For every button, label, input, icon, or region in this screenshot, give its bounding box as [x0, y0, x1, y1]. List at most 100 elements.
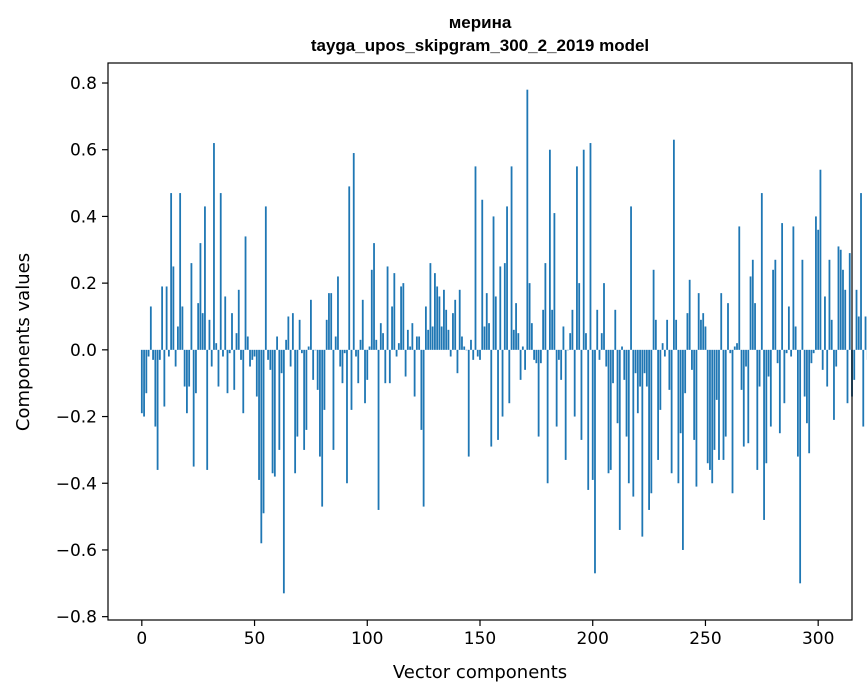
bar [328, 293, 330, 350]
bar [497, 349, 499, 440]
bar [470, 339, 472, 350]
bar [654, 319, 657, 350]
bar [321, 349, 324, 507]
bar [623, 349, 626, 380]
bar [594, 349, 596, 574]
bar [688, 279, 691, 350]
bar [267, 349, 269, 360]
bar [456, 349, 459, 374]
bar [440, 326, 443, 350]
bar [803, 349, 806, 397]
bar [760, 193, 763, 350]
bar [244, 236, 247, 350]
bar [282, 349, 285, 594]
bar [213, 143, 215, 350]
bar [571, 309, 574, 350]
bar [143, 349, 145, 417]
bar [846, 349, 849, 404]
bar [580, 349, 583, 440]
bar [325, 319, 328, 350]
bar [251, 349, 254, 360]
bar [745, 349, 747, 367]
bar [199, 243, 202, 350]
bar [794, 326, 797, 350]
bar [443, 289, 445, 350]
bar [515, 303, 517, 350]
bar [418, 336, 421, 350]
bar [253, 349, 256, 357]
bar [650, 349, 653, 494]
bar [240, 349, 242, 360]
bar [756, 349, 759, 470]
y-tick-label: 0.4 [70, 207, 97, 227]
bar [170, 193, 173, 350]
bar [709, 349, 711, 470]
bar [722, 349, 725, 460]
bar [763, 349, 765, 520]
bar [179, 193, 182, 350]
bar [208, 319, 211, 350]
bar [427, 329, 430, 350]
bar [231, 313, 233, 350]
bar [260, 349, 263, 544]
bar [273, 349, 276, 477]
bar [424, 306, 427, 350]
bar [612, 349, 614, 384]
bar [686, 313, 689, 350]
bar [790, 349, 793, 357]
bar [481, 199, 484, 350]
bar [382, 333, 384, 350]
bar [738, 226, 741, 350]
bar [415, 336, 418, 350]
bar [140, 349, 143, 414]
bars-layer [140, 89, 867, 594]
bar [573, 349, 576, 417]
bar [672, 139, 675, 350]
bar [666, 319, 669, 350]
bar [815, 216, 817, 350]
bar [835, 349, 838, 367]
bar [607, 349, 610, 474]
bar [463, 346, 466, 350]
bar [312, 349, 315, 380]
bar [781, 223, 784, 350]
bar [769, 349, 772, 427]
bar [729, 349, 732, 354]
bar [352, 153, 355, 350]
bar [724, 349, 727, 437]
y-tick-label: 0.6 [70, 141, 97, 161]
bar [837, 246, 840, 350]
bar [551, 309, 554, 350]
bar [778, 349, 781, 434]
bar [375, 339, 378, 350]
bar [215, 343, 218, 350]
y-tick-label: 0.0 [70, 341, 97, 361]
x-tick-label: 300 [802, 629, 834, 649]
bar [600, 333, 603, 350]
bar [305, 349, 308, 430]
bar [848, 253, 851, 350]
bar [149, 306, 152, 350]
x-tick-label: 250 [689, 629, 721, 649]
bar [206, 349, 209, 470]
bar [438, 296, 441, 350]
bar [355, 349, 357, 357]
bar [186, 349, 188, 414]
bar [828, 259, 831, 350]
bar [339, 349, 342, 367]
bar [242, 349, 245, 414]
bar [713, 349, 716, 450]
bar [411, 323, 414, 350]
bar [533, 349, 536, 360]
bar [350, 349, 353, 410]
bar [222, 349, 224, 357]
chart-title: мерина [449, 13, 512, 32]
bar [280, 349, 283, 374]
bar [479, 349, 481, 360]
bar [233, 349, 236, 390]
bar [806, 349, 808, 424]
bar [855, 289, 858, 350]
bar [393, 273, 396, 350]
bar [632, 349, 635, 497]
